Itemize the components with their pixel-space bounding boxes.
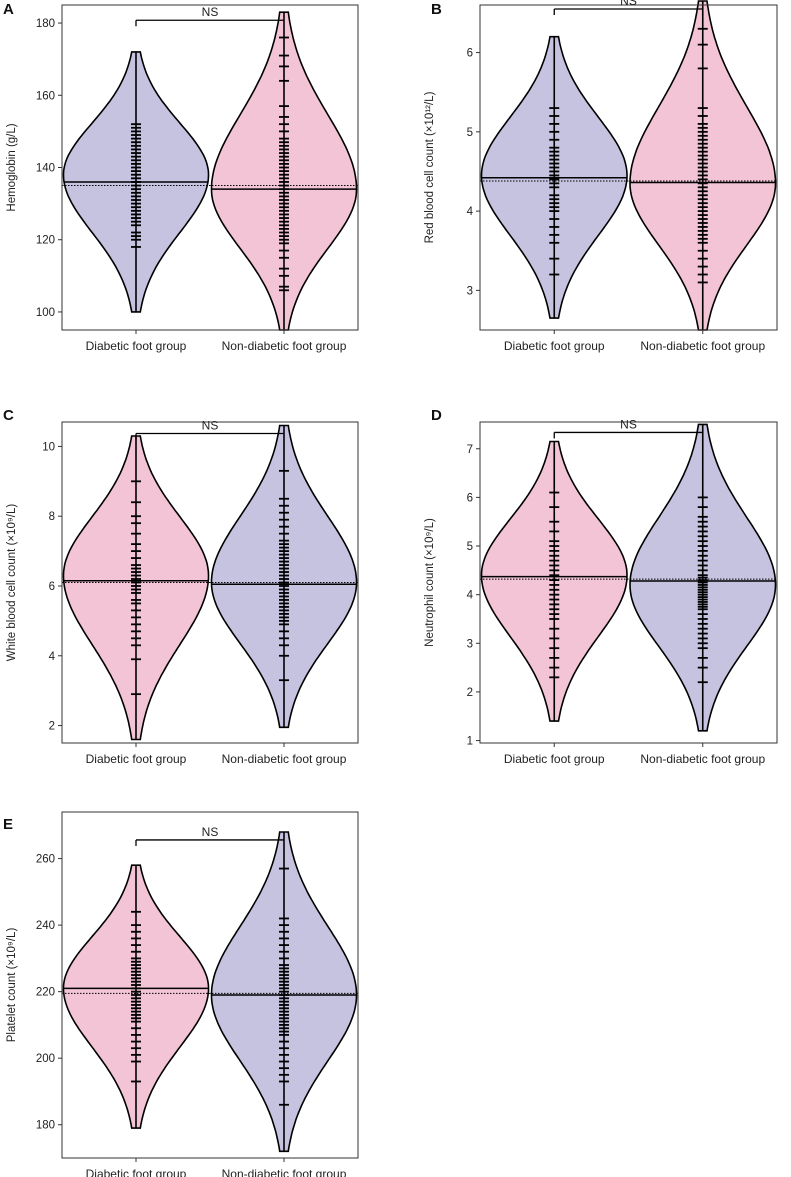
y-tick-label: 160: [36, 90, 55, 102]
y-tick-label: 3: [467, 285, 473, 297]
x-category-label: Non-diabetic foot group: [640, 339, 765, 353]
x-category-label: Non-diabetic foot group: [222, 339, 347, 353]
y-axis-title: Hemoglobin (g/L): [6, 123, 18, 211]
panel-d: D 1 2 3 4 5 6 7 Diabetic foot group Non-diabetic …: [424, 407, 778, 766]
panel-a: A 100 120 140 160 180 Diabetic foot group Non-d…: [3, 1, 359, 353]
y-axis-title: Red blood cell count (×10¹²/L): [424, 91, 436, 243]
y-tick-label: 10: [42, 441, 55, 453]
y-tick-label: 200: [36, 1053, 55, 1065]
panel-letter: B: [431, 1, 442, 18]
x-category-label: Diabetic foot group: [504, 752, 605, 766]
x-category-label: Diabetic foot group: [86, 1167, 187, 1177]
y-tick-label: 180: [36, 1120, 55, 1132]
y-tick-label: 6: [467, 48, 473, 60]
y-tick-label: 4: [467, 206, 474, 218]
y-axis-title: Platelet count (×10⁹/L): [6, 928, 18, 1043]
plot-frame: [61, 421, 359, 744]
x-category-label: Diabetic foot group: [86, 339, 187, 353]
plot-frame: [479, 4, 778, 331]
y-tick-label: 1: [467, 736, 473, 748]
y-tick-label: 6: [467, 492, 473, 504]
y-tick-label: 7: [467, 444, 473, 456]
y-tick-label: 120: [36, 235, 55, 247]
y-tick-label: 260: [36, 854, 55, 866]
panel-e: E 180 200 220 240 260 Diabetic foot group Non-d…: [3, 811, 359, 1177]
panel-letter: E: [3, 816, 13, 833]
y-tick-label: 140: [36, 163, 55, 175]
plot-frame: [61, 811, 359, 1159]
y-axis-title: White blood cell count (×10⁹/L): [6, 504, 18, 662]
x-category-label: Diabetic foot group: [86, 752, 187, 766]
x-category-label: Diabetic foot group: [504, 339, 605, 353]
significance-label: NS: [202, 418, 219, 432]
x-category-label: Non-diabetic foot group: [640, 752, 765, 766]
plot-frame: [479, 421, 778, 744]
y-tick-label: 3: [467, 638, 473, 650]
y-tick-label: 220: [36, 987, 55, 999]
y-tick-label: 2: [467, 687, 473, 699]
x-category-label: Non-diabetic foot group: [222, 752, 347, 766]
y-tick-label: 2: [49, 721, 55, 733]
panel-letter: C: [3, 407, 14, 424]
panel-letter: D: [431, 407, 442, 424]
significance-label: NS: [620, 0, 637, 8]
panel-b: B 3 4 5 6 Diabetic foot group Non-diabetic foo…: [424, 0, 778, 353]
significance-label: NS: [202, 5, 219, 19]
y-tick-label: 180: [36, 18, 55, 30]
significance-label: NS: [620, 417, 637, 431]
y-tick-label: 4: [49, 651, 56, 663]
y-tick-label: 4: [467, 590, 474, 602]
y-tick-label: 100: [36, 307, 55, 319]
panel-letter: A: [3, 1, 14, 18]
y-tick-label: 8: [49, 511, 55, 523]
y-tick-label: 5: [467, 127, 473, 139]
panel-c: C 2 4 6 8 10 Diabetic foot group Non-diabetic f…: [3, 407, 359, 766]
significance-label: NS: [202, 825, 219, 839]
x-category-label: Non-diabetic foot group: [222, 1167, 347, 1177]
y-tick-label: 6: [49, 581, 55, 593]
y-tick-label: 240: [36, 920, 55, 932]
y-tick-label: 5: [467, 541, 473, 553]
y-axis-title: Neutrophil count (×10⁹/L): [424, 518, 436, 647]
